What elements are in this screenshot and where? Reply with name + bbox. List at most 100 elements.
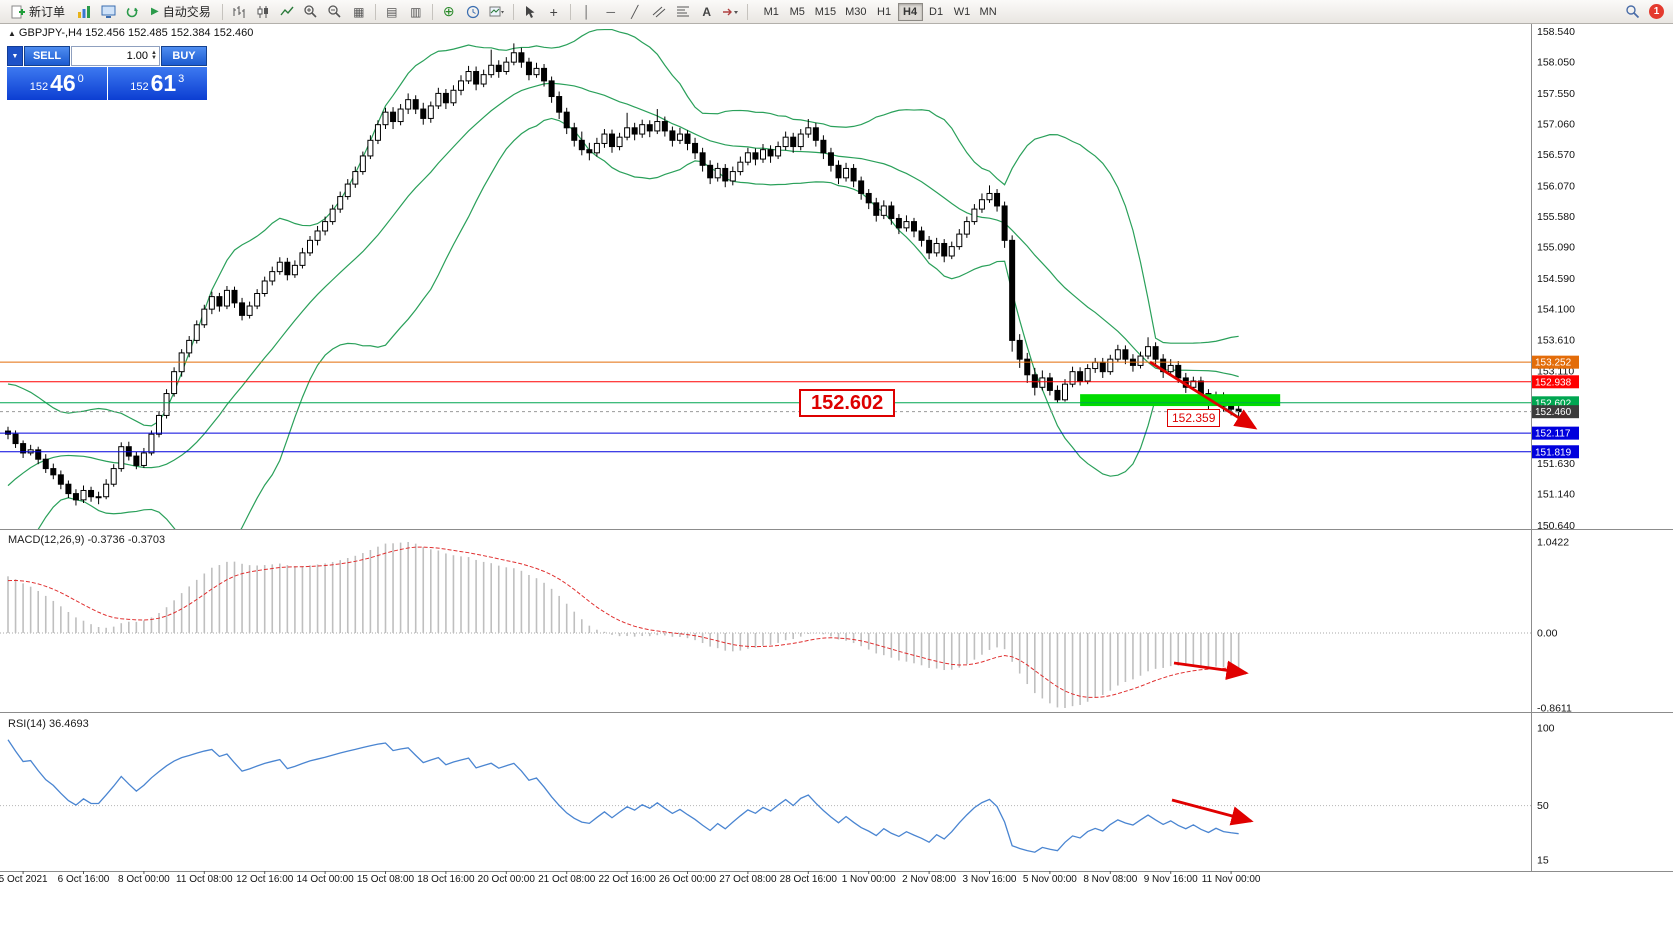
horizontal-line-icon[interactable]: ─ bbox=[606, 4, 615, 19]
svg-text:28 Oct 16:00: 28 Oct 16:00 bbox=[780, 874, 838, 885]
timeframe-d1[interactable]: D1 bbox=[924, 3, 949, 21]
sell-price-main: 152 bbox=[29, 80, 49, 93]
timeframe-m1[interactable]: M1 bbox=[759, 3, 784, 21]
svg-text:153.610: 153.610 bbox=[1537, 334, 1575, 346]
volume-stepper[interactable]: ▲ ▼ bbox=[151, 50, 157, 61]
svg-text:157.060: 157.060 bbox=[1537, 119, 1575, 131]
buy-price-main: 152 bbox=[130, 80, 149, 93]
svg-text:158.050: 158.050 bbox=[1537, 57, 1575, 69]
vertical-line-icon[interactable]: │ bbox=[582, 4, 591, 19]
indicators-icon[interactable]: ⊕ bbox=[442, 3, 455, 19]
timeframe-h4[interactable]: H4 bbox=[897, 2, 923, 21]
svg-text:152.938: 152.938 bbox=[1535, 377, 1572, 388]
search-icon[interactable] bbox=[1621, 2, 1643, 22]
svg-text:151.630: 151.630 bbox=[1537, 458, 1575, 470]
shapes-icon[interactable] bbox=[720, 2, 742, 22]
svg-text:5 Oct 2021: 5 Oct 2021 bbox=[0, 874, 48, 885]
cascade-windows-icon[interactable]: ▥ bbox=[410, 4, 422, 19]
zoom-out-icon[interactable] bbox=[324, 2, 346, 22]
toolbar-separator bbox=[569, 3, 571, 20]
play-icon: ▶ bbox=[151, 6, 159, 17]
line-chart-icon[interactable] bbox=[276, 2, 298, 22]
toolbar-separator bbox=[746, 3, 748, 20]
chart-symbol-line: ▲ GBPJPY-,H4 152.456 152.485 152.384 152.… bbox=[8, 27, 253, 39]
buy-price-big: 61 bbox=[150, 70, 177, 96]
equidistant-channel-icon[interactable] bbox=[648, 2, 670, 22]
recent-low-price-label: 152.359 bbox=[1167, 409, 1221, 427]
templates-icon[interactable] bbox=[486, 2, 508, 22]
svg-text:100: 100 bbox=[1537, 723, 1555, 735]
profiles-icon[interactable] bbox=[97, 2, 119, 22]
svg-text:156.570: 156.570 bbox=[1537, 149, 1575, 161]
bar-chart-icon[interactable] bbox=[228, 2, 250, 22]
svg-text:152.602: 152.602 bbox=[1535, 398, 1572, 409]
volume-input[interactable]: 1.00 ▲ ▼ bbox=[71, 46, 160, 66]
buy-price-button[interactable]: 152 61 3 bbox=[107, 67, 207, 100]
symbol-ohlc-text: GBPJPY-,H4 152.456 152.485 152.384 152.4… bbox=[18, 27, 254, 39]
svg-text:11 Nov 00:00: 11 Nov 00:00 bbox=[1202, 874, 1261, 885]
candle-chart-icon[interactable] bbox=[252, 2, 274, 22]
stepper-down-icon: ▼ bbox=[151, 55, 157, 61]
text-icon[interactable]: A bbox=[702, 4, 712, 19]
one-click-trade-panel: ▼ SELL 1.00 ▲ ▼ BUY 152 46 0 152 61 3 bbox=[7, 46, 207, 100]
svg-text:11 Oct 08:00: 11 Oct 08:00 bbox=[176, 874, 233, 885]
svg-text:158.540: 158.540 bbox=[1537, 26, 1575, 38]
svg-text:12 Oct 16:00: 12 Oct 16:00 bbox=[236, 874, 294, 885]
stepper-up-icon: ▲ bbox=[151, 50, 157, 56]
sell-price-big: 46 bbox=[50, 70, 76, 96]
buy-button[interactable]: BUY bbox=[161, 46, 207, 66]
timeframe-m5[interactable]: M5 bbox=[785, 3, 810, 21]
timeframe-h1[interactable]: H1 bbox=[872, 3, 897, 21]
svg-text:20 Oct 00:00: 20 Oct 00:00 bbox=[478, 874, 536, 885]
svg-text:15 Oct 08:00: 15 Oct 08:00 bbox=[357, 874, 415, 885]
new-chart-icon[interactable] bbox=[73, 2, 95, 22]
rsi-label: RSI(14) 36.4693 bbox=[8, 718, 89, 730]
svg-text:155.090: 155.090 bbox=[1537, 242, 1575, 254]
svg-text:1 Nov 00:00: 1 Nov 00:00 bbox=[842, 874, 896, 885]
new-order-button[interactable]: 新订单 bbox=[5, 2, 71, 22]
trade-panel-prices: 152 46 0 152 61 3 bbox=[7, 67, 207, 100]
svg-text:153.252: 153.252 bbox=[1535, 358, 1572, 369]
trade-panel-controls: ▼ SELL 1.00 ▲ ▼ BUY bbox=[7, 46, 207, 66]
toolbar-separator bbox=[374, 3, 376, 20]
svg-text:6 Oct 16:00: 6 Oct 16:00 bbox=[58, 874, 110, 885]
rsi-value: 36.4693 bbox=[48, 718, 89, 730]
clock-icon[interactable] bbox=[462, 2, 484, 22]
timeframe-group: M1 M5 M15 M30 H1 H4 D1 W1 MN bbox=[759, 2, 1001, 21]
svg-text:0.00: 0.00 bbox=[1537, 628, 1558, 640]
timeframe-w1[interactable]: W1 bbox=[950, 3, 975, 21]
autotrading-label: 自动交易 bbox=[162, 5, 211, 19]
trendline-icon[interactable]: ╱ bbox=[631, 4, 639, 19]
svg-text:14 Oct 00:00: 14 Oct 00:00 bbox=[296, 874, 354, 885]
svg-text:152.460: 152.460 bbox=[1535, 407, 1572, 418]
svg-text:156.070: 156.070 bbox=[1537, 180, 1575, 192]
support-price-label: 152.602 bbox=[799, 389, 896, 417]
new-order-icon bbox=[11, 5, 25, 18]
svg-text:26 Oct 00:00: 26 Oct 00:00 bbox=[659, 874, 717, 885]
collapse-panel-button[interactable]: ▼ bbox=[7, 46, 23, 66]
crosshair-icon[interactable]: + bbox=[549, 3, 558, 20]
svg-text:155.580: 155.580 bbox=[1537, 211, 1575, 223]
svg-text:152.117: 152.117 bbox=[1535, 429, 1571, 440]
arrange-windows-icon[interactable]: ▤ bbox=[386, 4, 398, 19]
notification-badge[interactable]: 1 bbox=[1649, 4, 1664, 19]
timeframe-mn[interactable]: MN bbox=[976, 3, 1001, 21]
sell-price-button[interactable]: 152 46 0 bbox=[7, 67, 107, 100]
cursor-icon[interactable] bbox=[519, 2, 541, 22]
tile-windows-icon[interactable]: ▦ bbox=[353, 4, 365, 19]
svg-text:154.100: 154.100 bbox=[1537, 304, 1575, 316]
svg-text:151.819: 151.819 bbox=[1535, 447, 1572, 458]
sell-button[interactable]: SELL bbox=[24, 46, 70, 66]
timeframe-m30[interactable]: M30 bbox=[841, 3, 870, 21]
timeframe-m15[interactable]: M15 bbox=[811, 3, 840, 21]
svg-text:157.550: 157.550 bbox=[1537, 88, 1575, 100]
macd-values: -0.3736 -0.3703 bbox=[87, 534, 166, 546]
svg-text:22 Oct 16:00: 22 Oct 16:00 bbox=[598, 874, 656, 885]
autotrading-button[interactable]: ▶ 自动交易 bbox=[145, 2, 217, 22]
fibonacci-icon[interactable] bbox=[672, 2, 694, 22]
svg-text:5 Nov 00:00: 5 Nov 00:00 bbox=[1023, 874, 1077, 885]
refresh-icon[interactable] bbox=[121, 2, 143, 22]
zoom-in-icon[interactable] bbox=[300, 2, 322, 22]
